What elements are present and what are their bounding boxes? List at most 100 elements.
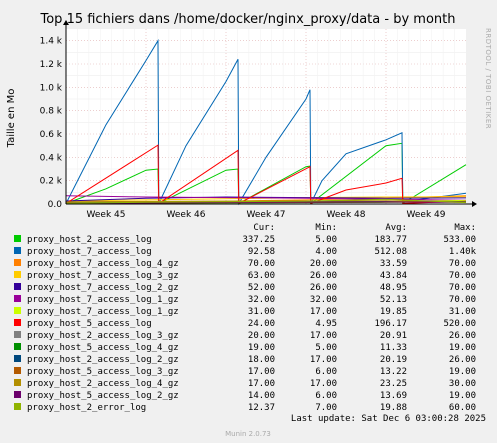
legend-value: 43.84 (380, 271, 407, 281)
munin-version: Munin 2.0.73 (225, 430, 271, 438)
legend-value: 6.00 (315, 367, 337, 377)
x-tick-label: Week 45 (87, 210, 126, 220)
legend-series-name: proxy_host_7_access_log_1_gz (27, 295, 179, 305)
legend-row: proxy_host_2_access_log_3_gz 20.00 17.00 20… (14, 331, 476, 341)
plot-area (66, 29, 466, 204)
y-tick-label: 0.0 (48, 200, 63, 210)
legend-series-name: proxy_host_5_access_log (27, 319, 152, 329)
legend-swatch (14, 271, 21, 278)
legend-value: 30.00 (449, 379, 476, 389)
legend-swatch (14, 331, 21, 338)
legend-value: 20.91 (380, 331, 407, 341)
legend-value: 32.00 (248, 295, 275, 305)
legend-row: proxy_host_2_error_log 12.37 7.00 19.88 60.0… (14, 403, 476, 413)
legend-value: 26.00 (310, 271, 337, 281)
legend-row: proxy_host_2_access_log_4_gz 17.00 17.00 23… (14, 379, 476, 389)
legend-value: 13.22 (380, 367, 407, 377)
grid (66, 29, 466, 204)
legend-swatch (14, 247, 21, 254)
legend-value: 70.00 (449, 271, 476, 281)
legend-row: proxy_host_7_access_log_4_gz 70.00 20.00 33… (14, 259, 476, 269)
legend-value: 6.00 (315, 391, 337, 401)
legend-value: 520.00 (443, 319, 476, 329)
legend-column-header: Min: (315, 223, 337, 233)
legend-series-name: proxy_host_2_access_log_4_gz (27, 379, 179, 389)
legend-swatch (14, 343, 21, 350)
legend-value: 19.88 (380, 403, 407, 413)
legend-value: 26.00 (310, 283, 337, 293)
legend-swatch (14, 391, 21, 398)
legend-swatch (14, 235, 21, 242)
legend-swatch (14, 307, 21, 314)
legend-column-header: Cur: (253, 223, 275, 233)
legend-value: 26.00 (449, 331, 476, 341)
legend-value: 17.00 (310, 379, 337, 389)
legend-value: 19.85 (380, 307, 407, 317)
legend-row: proxy_host_7_access_log_1_gz 32.00 32.00 52… (14, 295, 476, 305)
legend-row: proxy_host_5_access_log_3_gz 17.00 6.00 13.… (14, 367, 476, 377)
series-line (65, 144, 467, 205)
y-tick-label: 1.2 k (40, 60, 63, 70)
legend: proxy_host_2_access_log 337.25 5.00 183.77 5… (14, 235, 477, 413)
legend-swatch (14, 403, 21, 410)
last-update: Last update: Sat Dec 6 03:00:28 2025 (291, 414, 486, 424)
legend-value: 17.00 (248, 379, 275, 389)
legend-value: 32.00 (310, 295, 337, 305)
legend-column-header: Avg: (385, 223, 407, 233)
legend-value: 63.00 (248, 271, 275, 281)
series-lines (65, 38, 467, 206)
legend-row: proxy_host_2_access_log_2_gz 18.00 17.00 20… (14, 355, 476, 365)
legend-row: proxy_host_7_access_log_1_gz 31.00 17.00 19… (14, 307, 476, 317)
legend-value: 17.00 (310, 331, 337, 341)
legend-value: 1.40k (449, 247, 477, 257)
legend-row: proxy_host_5_access_log 24.00 4.95 196.17 52… (14, 319, 476, 329)
legend-swatch (14, 379, 21, 386)
y-axis-ticks: 0.0 0.2 k 0.4 k 0.6 k 0.8 k 1.0 k 1.2 k 1.4 k (40, 37, 63, 210)
legend-value: 17.00 (248, 367, 275, 377)
legend-row: proxy_host_5_access_log_4_gz 19.00 5.00 11.… (14, 343, 476, 353)
legend-value: 23.25 (380, 379, 407, 389)
y-tick-label: 0.6 k (40, 130, 63, 140)
legend-value: 20.19 (380, 355, 407, 365)
legend-value: 7.00 (315, 403, 337, 413)
x-axis-arrow (472, 201, 477, 207)
legend-value: 4.95 (315, 319, 337, 329)
legend-swatch (14, 367, 21, 374)
y-axis-label: Taille en Mo (6, 89, 17, 149)
series-line (65, 198, 467, 204)
legend-value: 19.00 (449, 367, 476, 377)
legend-value: 60.00 (449, 403, 476, 413)
legend-series-name: proxy_host_2_access_log (27, 235, 152, 245)
x-axis-ticks: Week 45 Week 46 Week 47 Week 48 Week 49 (87, 210, 446, 220)
legend-header: Cur: Min: Avg: Max: (253, 223, 476, 233)
legend-value: 31.00 (248, 307, 275, 317)
legend-swatch (14, 259, 21, 266)
legend-value: 24.00 (248, 319, 275, 329)
legend-value: 48.95 (380, 283, 407, 293)
legend-column-header: Max: (454, 223, 476, 233)
legend-series-name: proxy_host_5_access_log_2_gz (27, 391, 179, 401)
x-tick-label: Week 47 (247, 210, 286, 220)
y-tick-label: 0.4 k (40, 153, 63, 163)
y-tick-label: 1.0 k (40, 83, 63, 93)
legend-series-name: proxy_host_2_error_log (27, 403, 146, 413)
legend-value: 19.00 (449, 391, 476, 401)
legend-value: 13.69 (380, 391, 407, 401)
y-tick-label: 0.2 k (40, 177, 63, 187)
legend-value: 52.13 (380, 295, 407, 305)
legend-series-name: proxy_host_7_access_log (27, 247, 152, 257)
legend-value: 18.00 (248, 355, 275, 365)
legend-value: 70.00 (248, 259, 275, 269)
legend-value: 19.00 (449, 343, 476, 353)
legend-row: proxy_host_7_access_log_2_gz 52.00 26.00 48… (14, 283, 476, 293)
legend-row: proxy_host_7_access_log_3_gz 63.00 26.00 43… (14, 271, 476, 281)
legend-series-name: proxy_host_5_access_log_4_gz (27, 343, 179, 353)
chart-title: Top 15 fichiers dans /home/docker/nginx_… (40, 12, 456, 27)
legend-value: 4.00 (315, 247, 337, 257)
legend-value: 5.00 (315, 343, 337, 353)
legend-series-name: proxy_host_5_access_log_3_gz (27, 367, 179, 377)
legend-value: 17.00 (310, 307, 337, 317)
legend-swatch (14, 283, 21, 290)
legend-series-name: proxy_host_2_access_log_3_gz (27, 331, 179, 341)
